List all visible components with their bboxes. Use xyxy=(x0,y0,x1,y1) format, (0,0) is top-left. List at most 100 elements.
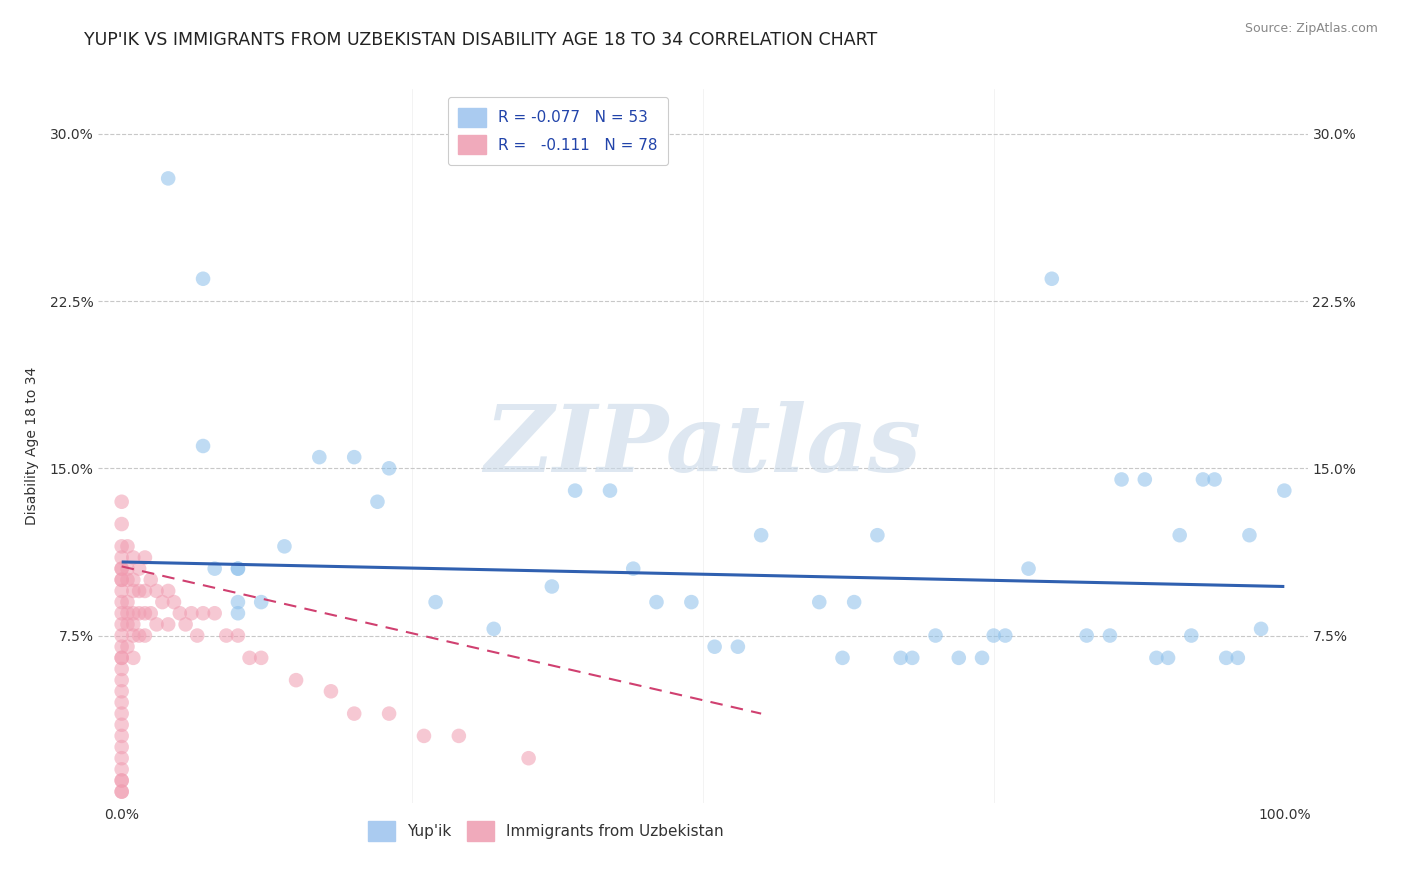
Point xyxy=(447,729,470,743)
Point xyxy=(239,651,262,665)
Point xyxy=(983,628,1005,642)
Point xyxy=(111,706,134,721)
Point xyxy=(1098,628,1121,642)
Point xyxy=(308,450,330,464)
Point xyxy=(1018,562,1040,576)
Point xyxy=(145,617,167,632)
Point xyxy=(111,773,134,788)
Point xyxy=(150,595,173,609)
Point xyxy=(226,607,249,621)
Point xyxy=(134,628,156,642)
Point xyxy=(145,583,167,598)
Point xyxy=(808,595,831,609)
Point xyxy=(1157,651,1180,665)
Point xyxy=(482,622,505,636)
Text: Source: ZipAtlas.com: Source: ZipAtlas.com xyxy=(1244,22,1378,36)
Point xyxy=(111,696,134,710)
Point xyxy=(157,617,180,632)
Point xyxy=(645,595,668,609)
Point xyxy=(111,651,134,665)
Point xyxy=(117,573,139,587)
Point xyxy=(111,583,134,598)
Point xyxy=(749,528,772,542)
Point xyxy=(378,461,401,475)
Point xyxy=(250,595,273,609)
Point xyxy=(117,595,139,609)
Point xyxy=(122,628,145,642)
Point xyxy=(122,573,145,587)
Point xyxy=(378,706,401,721)
Point xyxy=(128,628,150,642)
Point xyxy=(134,550,156,565)
Point xyxy=(599,483,621,498)
Point xyxy=(117,617,139,632)
Point xyxy=(425,595,447,609)
Point xyxy=(366,494,388,508)
Text: ZIPatlas: ZIPatlas xyxy=(485,401,921,491)
Point xyxy=(111,762,134,776)
Point xyxy=(948,651,970,665)
Point xyxy=(117,607,139,621)
Point xyxy=(111,562,134,576)
Point xyxy=(169,607,191,621)
Point xyxy=(122,617,145,632)
Point xyxy=(111,628,134,642)
Point xyxy=(111,494,134,508)
Point xyxy=(1168,528,1191,542)
Point xyxy=(122,550,145,565)
Point xyxy=(564,483,586,498)
Point xyxy=(866,528,889,542)
Point xyxy=(191,271,214,285)
Point xyxy=(319,684,342,698)
Point xyxy=(128,583,150,598)
Point xyxy=(111,595,134,609)
Legend: Yup'ik, Immigrants from Uzbekistan: Yup'ik, Immigrants from Uzbekistan xyxy=(360,814,731,848)
Point xyxy=(681,595,703,609)
Point xyxy=(111,717,134,731)
Point xyxy=(139,607,162,621)
Point xyxy=(901,651,924,665)
Point xyxy=(994,628,1017,642)
Point xyxy=(117,562,139,576)
Point xyxy=(111,729,134,743)
Point xyxy=(174,617,197,632)
Point xyxy=(1272,483,1295,498)
Point xyxy=(111,773,134,788)
Point xyxy=(122,651,145,665)
Point xyxy=(134,607,156,621)
Point xyxy=(1180,628,1202,642)
Point xyxy=(157,171,180,186)
Point xyxy=(128,607,150,621)
Point xyxy=(250,651,273,665)
Point xyxy=(111,516,134,531)
Point xyxy=(122,607,145,621)
Point xyxy=(1144,651,1167,665)
Point xyxy=(1111,473,1133,487)
Point xyxy=(703,640,725,654)
Point xyxy=(111,640,134,654)
Point xyxy=(134,583,156,598)
Point xyxy=(117,640,139,654)
Point xyxy=(215,628,238,642)
Point xyxy=(727,640,749,654)
Point xyxy=(413,729,436,743)
Point xyxy=(540,580,562,594)
Point xyxy=(117,539,139,553)
Point xyxy=(191,439,214,453)
Point xyxy=(111,785,134,799)
Point xyxy=(111,607,134,621)
Point xyxy=(111,751,134,765)
Point xyxy=(111,740,134,755)
Point xyxy=(139,573,162,587)
Point xyxy=(111,562,134,576)
Point xyxy=(191,607,214,621)
Point xyxy=(111,684,134,698)
Point xyxy=(924,628,946,642)
Point xyxy=(111,617,134,632)
Point xyxy=(1239,528,1261,542)
Point xyxy=(285,673,308,687)
Point xyxy=(128,562,150,576)
Point xyxy=(226,562,249,576)
Point xyxy=(517,751,540,765)
Point xyxy=(1192,473,1215,487)
